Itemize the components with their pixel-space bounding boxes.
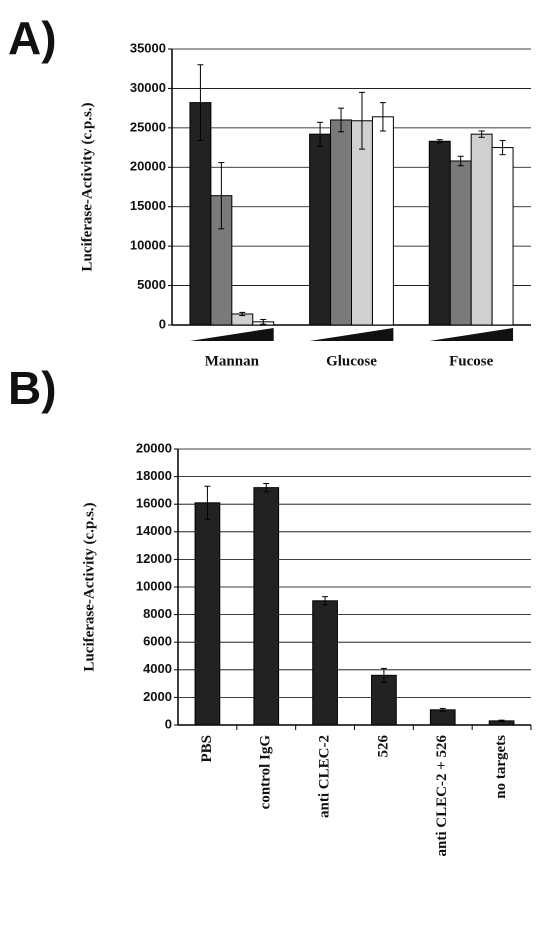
- bar: [371, 116, 394, 326]
- bar: [253, 487, 280, 726]
- y-tick-label: 25000: [130, 119, 166, 134]
- panel-label: A): [8, 12, 57, 64]
- y-tick-label: 0: [159, 316, 166, 331]
- bar: [371, 674, 397, 726]
- bar: [330, 119, 352, 326]
- x-tick-label: control IgG: [258, 735, 274, 810]
- x-tick-label: 526: [375, 735, 391, 758]
- bar: [491, 147, 514, 326]
- bar: [309, 133, 332, 326]
- bar: [194, 502, 221, 726]
- bar: [312, 600, 338, 726]
- x-tick-label: PBS: [199, 735, 215, 763]
- y-axis-label: Luciferase-Activity (c.p.s.): [79, 102, 95, 271]
- y-tick-label: 18000: [136, 468, 172, 483]
- bar: [470, 133, 493, 326]
- x-tick-label: anti CLEC-2: [317, 735, 333, 818]
- y-tick-label: 10000: [130, 238, 166, 253]
- x-tick-label: anti CLEC-2 + 526: [434, 735, 450, 857]
- y-tick-label: 16000: [136, 496, 172, 511]
- x-tick-label: Mannan: [205, 353, 260, 369]
- x-tick-label: Glucose: [326, 353, 377, 369]
- y-tick-label: 0: [165, 716, 172, 731]
- x-tick-label: Fucose: [449, 353, 494, 369]
- bar: [351, 120, 373, 326]
- y-tick-label: 20000: [130, 159, 166, 174]
- y-tick-label: 15000: [130, 198, 166, 213]
- y-tick-label: 30000: [130, 80, 166, 95]
- y-tick-label: 12000: [136, 551, 172, 566]
- y-tick-label: 2000: [143, 689, 172, 704]
- concentration-wedge: [429, 328, 514, 341]
- concentration-wedge: [189, 328, 274, 341]
- y-tick-label: 8000: [143, 606, 172, 621]
- bar: [429, 709, 456, 726]
- bar: [449, 160, 472, 326]
- y-axis-label: Luciferase-Activity (c.p.s.): [81, 502, 97, 671]
- x-tick-label: no targets: [493, 735, 509, 799]
- y-tick-label: 20000: [136, 440, 172, 455]
- y-tick-label: 35000: [130, 40, 166, 55]
- concentration-wedge: [309, 328, 394, 341]
- panel-label: B): [8, 362, 57, 414]
- y-tick-label: 6000: [143, 634, 172, 649]
- y-tick-label: 5000: [137, 277, 166, 292]
- y-tick-label: 14000: [136, 523, 172, 538]
- y-tick-label: 10000: [136, 578, 172, 593]
- y-tick-label: 4000: [143, 661, 172, 676]
- bar: [428, 140, 451, 326]
